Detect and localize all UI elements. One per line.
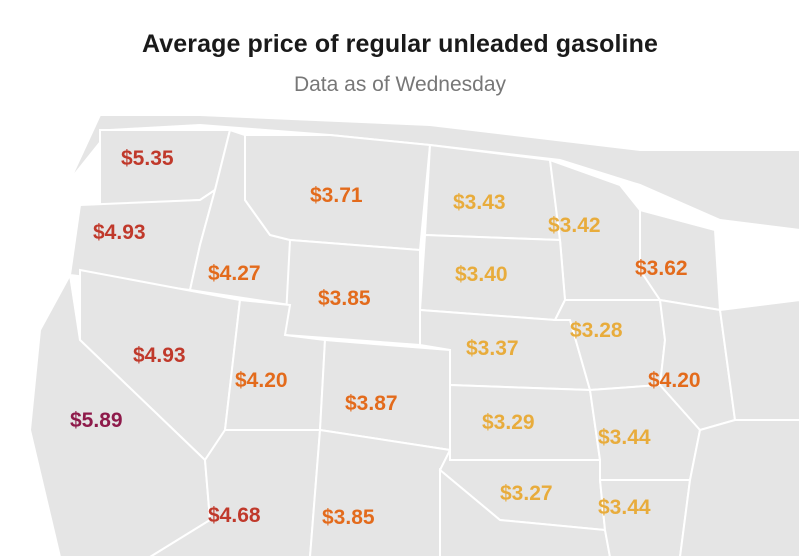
price-colorado: $3.87 bbox=[345, 392, 398, 415]
price-kansas: $3.29 bbox=[482, 411, 535, 434]
price-idaho: $4.27 bbox=[208, 262, 261, 285]
state-california bbox=[28, 271, 212, 557]
price-california: $5.89 bbox=[70, 409, 123, 432]
state-tennessee bbox=[678, 419, 800, 557]
price-washington: $5.35 bbox=[121, 147, 174, 170]
state-indiana bbox=[718, 298, 800, 421]
price-new-mexico: $3.85 bbox=[322, 506, 375, 529]
map-subtitle: Data as of Wednesday bbox=[293, 73, 507, 96]
price-wisconsin: $3.62 bbox=[635, 257, 688, 280]
price-oregon: $4.93 bbox=[93, 221, 146, 244]
map-title: Average price of regular unleaded gasoli… bbox=[142, 30, 658, 58]
price-nebraska: $3.37 bbox=[466, 337, 519, 360]
price-south-dakota: $3.40 bbox=[455, 263, 508, 286]
state-arkansas bbox=[598, 479, 692, 557]
price-missouri: $3.44 bbox=[598, 426, 651, 449]
canada-region bbox=[69, 114, 800, 232]
state-new-mexico bbox=[308, 428, 452, 557]
price-arkansas: $3.44 bbox=[598, 496, 651, 519]
price-montana: $3.71 bbox=[310, 184, 363, 207]
price-minnesota: $3.42 bbox=[548, 214, 601, 237]
price-utah: $4.20 bbox=[235, 369, 288, 392]
price-iowa: $3.28 bbox=[570, 319, 623, 342]
price-oklahoma: $3.27 bbox=[500, 482, 553, 505]
price-nevada: $4.93 bbox=[133, 344, 186, 367]
price-arizona: $4.68 bbox=[208, 504, 261, 527]
price-illinois: $4.20 bbox=[648, 369, 701, 392]
price-wyoming: $3.85 bbox=[318, 287, 371, 310]
state-arizona bbox=[148, 429, 322, 557]
price-north-dakota: $3.43 bbox=[453, 191, 506, 214]
